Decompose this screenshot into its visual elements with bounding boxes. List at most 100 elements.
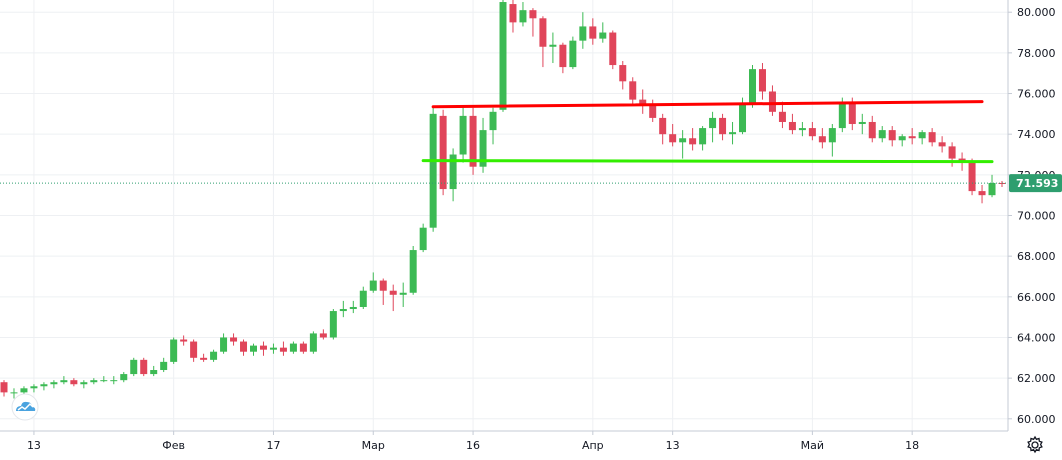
candle-body [579,26,587,41]
candle-up [828,124,836,157]
candle-body [359,290,367,307]
candle-up [30,384,38,393]
candle-body [259,345,267,350]
candle-body [868,121,876,139]
candle-body [0,382,8,393]
candle-up [399,282,407,307]
candle-body [309,333,317,352]
candle-body [429,113,437,228]
candle-body [170,339,178,362]
candle-body [689,138,697,145]
trend-lines[interactable] [421,100,994,164]
candle-down [319,329,327,340]
resistance-line[interactable] [431,100,984,109]
candle-down [778,101,786,129]
price-tick-label: 80.000 [1017,6,1056,19]
candle-body [629,81,637,100]
candle-down [70,378,78,387]
cloud-logo-icon[interactable] [8,393,42,421]
candle-down [998,180,1006,188]
candle-body [369,280,377,291]
candle-down [928,128,936,147]
price-tick-label: 66.000 [1017,291,1056,304]
candle-down [190,339,198,362]
candle-body [719,117,727,135]
candle-up [100,376,108,383]
candle-body [539,18,547,47]
candle-body [240,341,248,352]
candle-body [90,380,98,383]
candle-body [100,380,108,382]
candle-up [339,300,347,318]
candle-down [669,124,677,147]
candle-body [848,103,856,125]
last-price-badge: 71.593 [1009,174,1062,193]
candle-body [349,306,357,310]
candle-body [509,4,517,23]
candle-up [858,113,866,135]
candle-body [230,337,238,342]
candle-body [888,130,896,141]
candle-down [559,42,567,74]
candle-body [838,103,846,129]
candle-body [110,380,118,382]
candle-up [729,121,737,145]
candle-up [549,32,557,64]
candle-body [20,388,28,393]
candle-body [329,311,337,338]
candle-body [130,359,138,375]
candle-body [279,347,287,352]
support-line[interactable] [421,159,994,164]
candle-down [529,8,537,37]
candle-body [749,69,756,104]
candle-body [200,357,208,360]
candle-down [389,284,397,312]
price-tick-label: 60.000 [1017,413,1056,426]
candle-down [758,63,766,100]
candle-body [858,121,866,125]
candle-body [250,345,257,352]
gear-icon[interactable] [1024,434,1046,456]
candle-up [309,331,317,354]
candle-up [798,121,806,137]
candle-body [659,117,667,135]
candle-down [259,341,267,356]
candle-down [619,60,627,90]
candle-up [918,130,926,145]
candle-body [609,32,617,66]
candle-body [758,69,766,92]
candle-up [150,365,158,377]
candle-down [379,278,387,305]
price-tick-label: 76.000 [1017,88,1056,101]
candle-body [489,111,497,131]
candle-up [409,245,417,295]
candle-down [788,113,796,135]
candle-body [60,380,68,383]
candle-body [788,121,796,131]
candle-body [459,115,467,155]
candle-down [299,341,307,354]
candle-body [569,40,577,68]
candle-body [529,10,537,19]
candles [0,0,1006,399]
time-tick-label: 17 [266,439,280,452]
candle-up [579,12,587,49]
candle-down [908,128,916,145]
candle-body [649,105,657,118]
candle-body [399,292,407,295]
candle-body [559,44,567,68]
candle-body [729,132,737,135]
candle-down [180,335,188,346]
candle-body [269,347,277,350]
candle-body [619,65,627,82]
candle-up [749,65,756,108]
candle-body [80,382,88,385]
candle-up [110,376,118,385]
candle-up [170,337,178,364]
candle-up [250,343,257,356]
candle-body [669,134,677,143]
candle-body [589,26,597,39]
candle-up [359,286,367,310]
